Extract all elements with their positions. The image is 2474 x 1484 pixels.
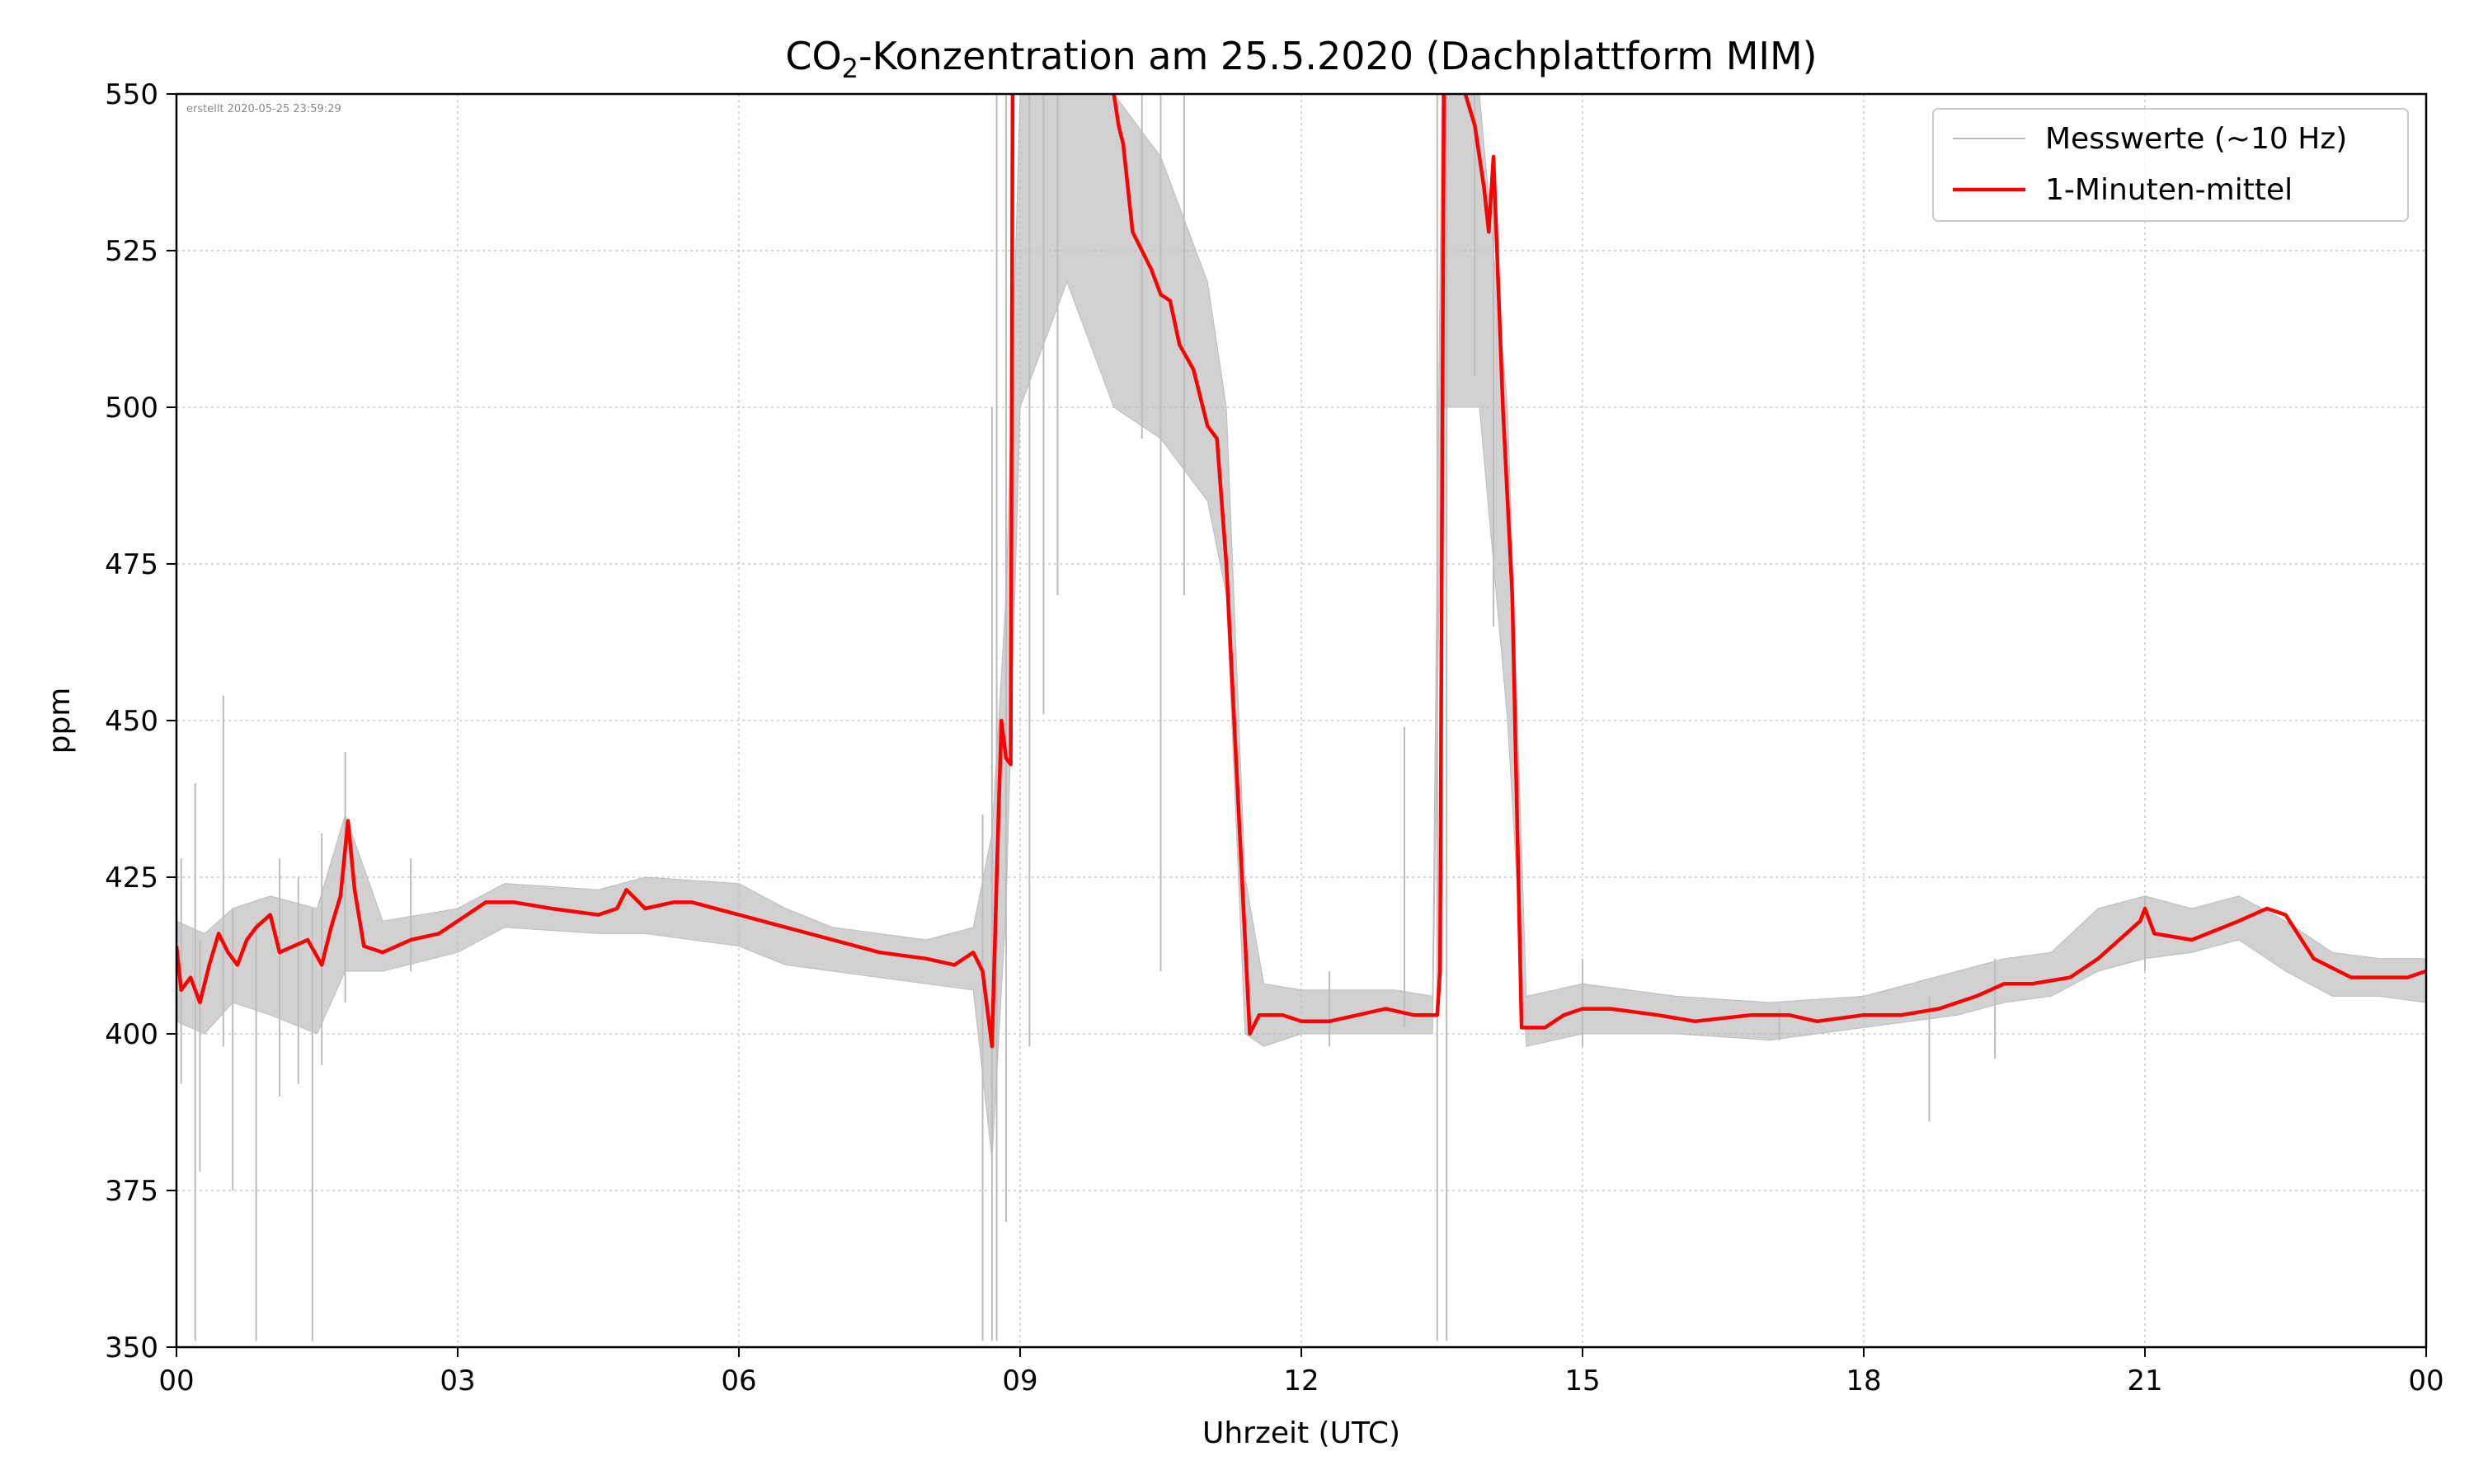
y-tick-label: 550 [105, 78, 158, 111]
title-prefix: CO [785, 34, 841, 78]
y-tick-label: 375 [105, 1175, 158, 1208]
title-suffix: -Konzentration am 25.5.2020 (Dachplattfo… [858, 34, 1818, 78]
y-tick-label: 350 [105, 1331, 158, 1364]
x-tick-label: 09 [1002, 1364, 1037, 1397]
x-axis-ticks: 00 03 06 09 12 15 18 21 00 [158, 1347, 2444, 1397]
mean-series-line [176, 94, 2426, 1049]
x-tick-label: 00 [2408, 1364, 2443, 1397]
legend-label-mean: 1-Minuten-mittel [2045, 173, 2293, 207]
y-tick-label: 525 [105, 235, 158, 268]
chart-title: CO2-Konzentration am 25.5.2020 (Dachplat… [785, 34, 1817, 84]
y-tick-label: 475 [105, 548, 158, 581]
x-tick-label: 18 [1846, 1364, 1881, 1397]
y-tick-label: 500 [105, 392, 158, 425]
x-tick-label: 00 [158, 1364, 194, 1397]
x-tick-label: 21 [2127, 1364, 2162, 1397]
y-tick-label: 425 [105, 862, 158, 895]
x-tick-label: 12 [1283, 1364, 1319, 1397]
title-subscript: 2 [842, 53, 858, 84]
x-tick-label: 15 [1564, 1364, 1600, 1397]
y-axis-label: ppm [43, 688, 77, 754]
data-layer [176, 94, 2426, 1341]
y-axis-ticks: 350 375 400 425 450 475 500 525 550 [105, 78, 176, 1364]
x-tick-label: 06 [721, 1364, 756, 1397]
y-tick-label: 400 [105, 1018, 158, 1051]
legend: Messwerte (~10 Hz) 1-Minuten-mittel [1932, 108, 2409, 222]
y-tick-label: 450 [105, 705, 158, 738]
legend-label-raw: Messwerte (~10 Hz) [2045, 122, 2347, 156]
legend-box [1932, 108, 2409, 222]
x-tick-label: 03 [440, 1364, 475, 1397]
created-stamp: erstellt 2020-05-25 23:59:29 [186, 103, 341, 115]
x-axis-label: Uhrzeit (UTC) [1202, 1416, 1400, 1450]
